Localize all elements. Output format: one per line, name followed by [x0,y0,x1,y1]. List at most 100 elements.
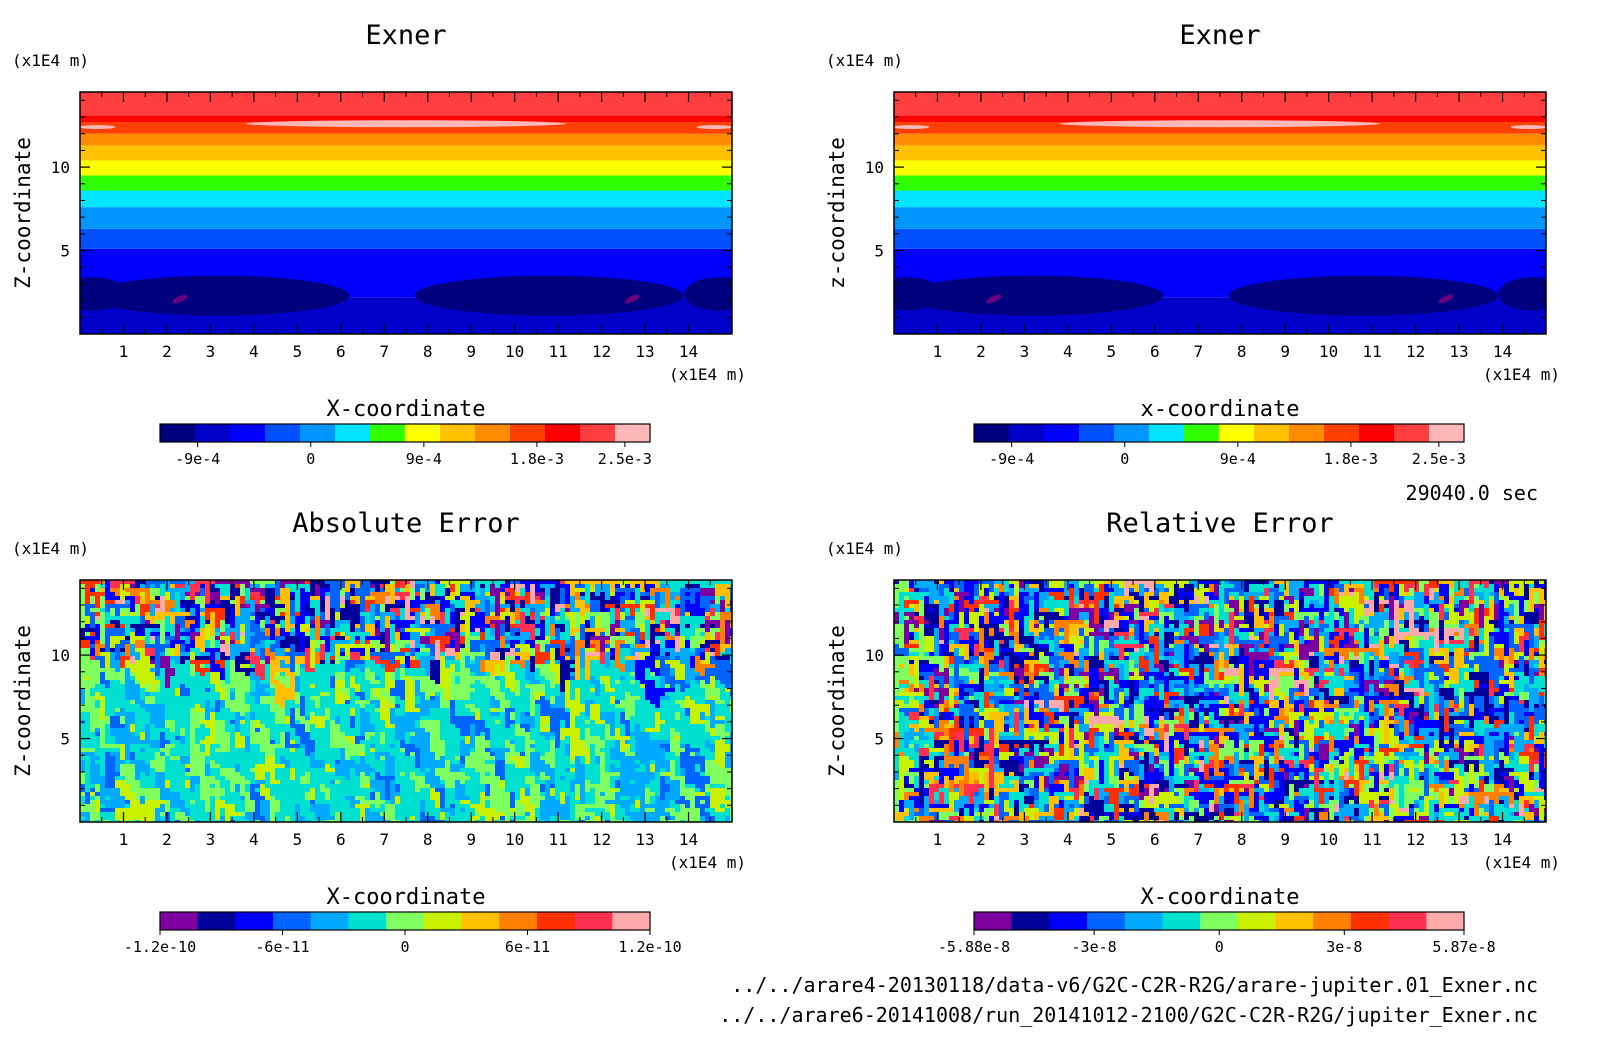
x-tick-label: 5 [293,342,303,361]
x-tick-label: 14 [679,830,698,849]
colorbar-swatch [475,424,511,442]
contour-streak [696,125,732,130]
x-tick-label: 12 [592,830,611,849]
colorbar-swatch [300,424,336,442]
colorbar-swatch [1426,912,1465,930]
x-tick-label: 4 [1063,342,1073,361]
colorbar-swatch [440,424,476,442]
x-tick-label: 10 [505,830,524,849]
colorbar-tick-label: -3e-8 [1072,938,1117,956]
x-tick-label: 4 [1063,830,1073,849]
y-tick-label: 10 [51,646,70,665]
x-tick-label: 9 [466,830,476,849]
x-tick-label: 2 [162,830,172,849]
x-tick-label: 11 [549,830,568,849]
colorbar-swatch [510,424,546,442]
colorbar-tick-label: 5.87e-8 [1432,938,1495,956]
contour-spot [624,294,640,304]
colorbar-swatch [615,424,651,442]
chart-title: Relative Error [1106,508,1334,539]
colorbar-swatch [405,424,441,442]
colorbar-swatch [1124,912,1163,930]
y-tick-label: 5 [60,730,70,749]
colorbar-swatch [1009,424,1045,442]
x-tick-label: 6 [336,830,346,849]
colorbar-swatch [1394,424,1430,442]
colorbar-swatch [1388,912,1427,930]
chart-panel-1: Exner(x1E4 m)1 2 3 4 5 6 7 8 9 10 11 12 13 14510(x1E4… [11,20,746,468]
colorbar: -9e-4 0 9e-4 1.8e-3 2.5e-3 [159,423,652,468]
colorbar-tick-label: -9e-4 [989,450,1034,468]
colorbar-swatch [160,424,196,442]
colorbar-swatch [536,912,576,930]
y-axis-label: Z-coordinate [11,625,35,777]
x-unit-label: (x1E4 m) [669,853,746,872]
file-line-2: ../../arare6-20141008/run_20141012-2100/… [719,1003,1538,1027]
x-tick-label: 3 [1020,830,1030,849]
contour-band [894,122,1546,134]
colorbar-swatch [195,424,231,442]
colorbar-swatch [1313,912,1352,930]
colorbar-swatch [1359,424,1395,442]
contour-lobe [1498,277,1546,311]
colorbar-tick-label: 0 [400,938,409,956]
colorbar-swatch [612,912,651,930]
contour-lobe [894,277,942,311]
colorbar-tick-label: 1.2e-10 [618,938,681,956]
x-tick-label: 14 [1493,342,1512,361]
colorbar-swatch [265,424,301,442]
colorbar-swatch [1200,912,1239,930]
colorbar-swatch [974,912,1013,930]
contour-band [80,160,732,176]
contour-band [894,115,1546,123]
contour-band [894,133,1546,146]
colorbar-swatch [1044,424,1080,442]
x-tick-label: 7 [379,342,389,361]
colorbar-swatch [1162,912,1201,930]
heatmap-field [80,580,732,822]
contour-band [894,160,1546,176]
file-line-1: ../../arare4-20130118/data-v6/G2C-C2R-R2… [731,973,1538,997]
contour-band [80,207,732,229]
colorbar-swatch [1275,912,1314,930]
heatmap-field [894,92,1546,334]
x-unit-label: (x1E4 m) [1483,365,1560,384]
colorbar-swatch [273,912,312,930]
x-tick-label: 7 [1193,342,1203,361]
colorbar-swatch [370,424,406,442]
colorbar: -9e-4 0 9e-4 1.8e-3 2.5e-3 [973,423,1466,468]
colorbar-swatch [1184,424,1220,442]
colorbar-tick-label: 1.8e-3 [1324,450,1378,468]
contour-band [894,190,1546,208]
y-unit-label: (x1E4 m) [12,51,89,70]
colorbar-swatch [580,424,616,442]
contour-band [80,133,732,146]
contour-spot [1438,294,1454,304]
x-tick-label: 6 [1150,342,1160,361]
x-tick-label: 5 [1107,342,1117,361]
colorbar-swatch [1049,912,1088,930]
x-tick-label: 2 [162,342,172,361]
x-tick-label: 2 [976,342,986,361]
colorbar-tick-label: 9e-4 [406,450,442,468]
contour-band [80,145,732,161]
x-tick-label: 12 [1406,342,1425,361]
x-tick-label: 1 [933,830,943,849]
x-tick-label: 1 [119,830,129,849]
x-tick-label: 4 [249,830,259,849]
colorbar-swatch [1079,424,1115,442]
contour-lobe [80,277,128,311]
colorbar-swatch [1114,424,1150,442]
colorbar: -5.88e-8 -3e-8 0 3e-8 5.87e-8 [938,911,1496,956]
colorbar-swatch [423,912,463,930]
chart-title: Exner [1179,20,1260,51]
colorbar-tick-label: 0 [1215,938,1224,956]
chart-panel-4: Relative Error(x1E4 m)1 2 3 4 5 6 7 8 9 10 11 12 13 1… [825,508,1560,956]
x-tick-label: 6 [1150,830,1160,849]
colorbar-swatch [1324,424,1360,442]
x-unit-label: (x1E4 m) [1483,853,1560,872]
colorbar-swatch [974,424,1010,442]
x-tick-label: 10 [1319,830,1338,849]
x-tick-label: 9 [466,342,476,361]
x-tick-label: 7 [1193,830,1203,849]
